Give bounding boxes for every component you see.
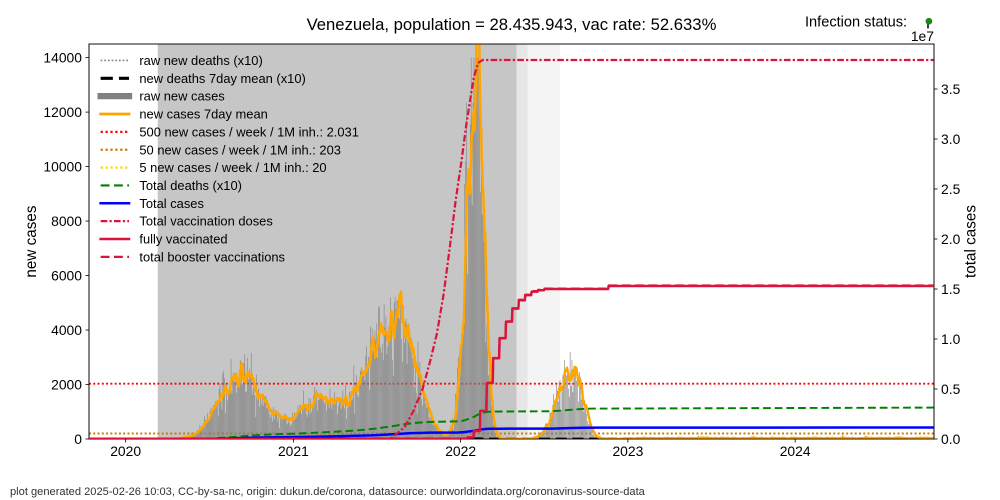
svg-text:2021: 2021	[278, 443, 309, 459]
svg-text:2.0: 2.0	[941, 231, 961, 247]
svg-text:Infection status:: Infection status:	[805, 14, 907, 30]
svg-text:8000: 8000	[51, 213, 82, 229]
svg-text:3.0: 3.0	[941, 131, 961, 147]
svg-text:new cases: new cases	[23, 205, 40, 277]
svg-text:0: 0	[74, 431, 82, 447]
svg-text:3.5: 3.5	[941, 81, 961, 97]
svg-text:1.5: 1.5	[941, 281, 961, 297]
svg-text:1e7: 1e7	[911, 28, 934, 44]
svg-text:new deaths 7day mean (x10): new deaths 7day mean (x10)	[139, 71, 305, 86]
svg-text:raw new cases: raw new cases	[139, 89, 224, 104]
svg-text:4000: 4000	[51, 322, 82, 338]
svg-text:50 new cases / week / 1M inh.:: 50 new cases / week / 1M inh.: 203	[139, 142, 341, 157]
svg-text:2024: 2024	[780, 443, 811, 459]
svg-text:6000: 6000	[51, 268, 82, 284]
svg-text:2022: 2022	[445, 443, 476, 459]
svg-text:total booster vaccinations: total booster vaccinations	[139, 249, 285, 264]
svg-text:Total vaccination doses: Total vaccination doses	[139, 214, 272, 229]
svg-text:plot generated 2025-02-26 10:0: plot generated 2025-02-26 10:03, CC-by-s…	[10, 486, 646, 498]
svg-text:1.0: 1.0	[941, 331, 961, 347]
svg-text:0.0: 0.0	[941, 431, 961, 447]
svg-text:fully vaccinated: fully vaccinated	[139, 232, 227, 247]
svg-text:5 new cases / week / 1M inh.:: 5 new cases / week / 1M inh.: 20	[139, 160, 326, 175]
svg-text:500 new cases / week / 1M inh.: 500 new cases / week / 1M inh.: 2.031	[139, 124, 359, 139]
svg-text:Total deaths (x10): Total deaths (x10)	[139, 178, 242, 193]
svg-text:Venezuela, population = 28.435: Venezuela, population = 28.435.943, vac …	[307, 15, 717, 34]
svg-text:10000: 10000	[43, 159, 82, 175]
svg-text:2023: 2023	[612, 443, 643, 459]
svg-text:Total cases: Total cases	[139, 196, 204, 211]
svg-text:14000: 14000	[43, 50, 82, 66]
svg-text:2.5: 2.5	[941, 181, 961, 197]
svg-text:new cases 7day mean: new cases 7day mean	[139, 107, 267, 122]
svg-text:raw new deaths (x10): raw new deaths (x10)	[139, 53, 262, 68]
svg-text:2000: 2000	[51, 377, 82, 393]
svg-text:total cases: total cases	[962, 205, 979, 278]
svg-text:0.5: 0.5	[941, 381, 961, 397]
svg-text:2020: 2020	[110, 443, 141, 459]
svg-text:12000: 12000	[43, 104, 82, 120]
